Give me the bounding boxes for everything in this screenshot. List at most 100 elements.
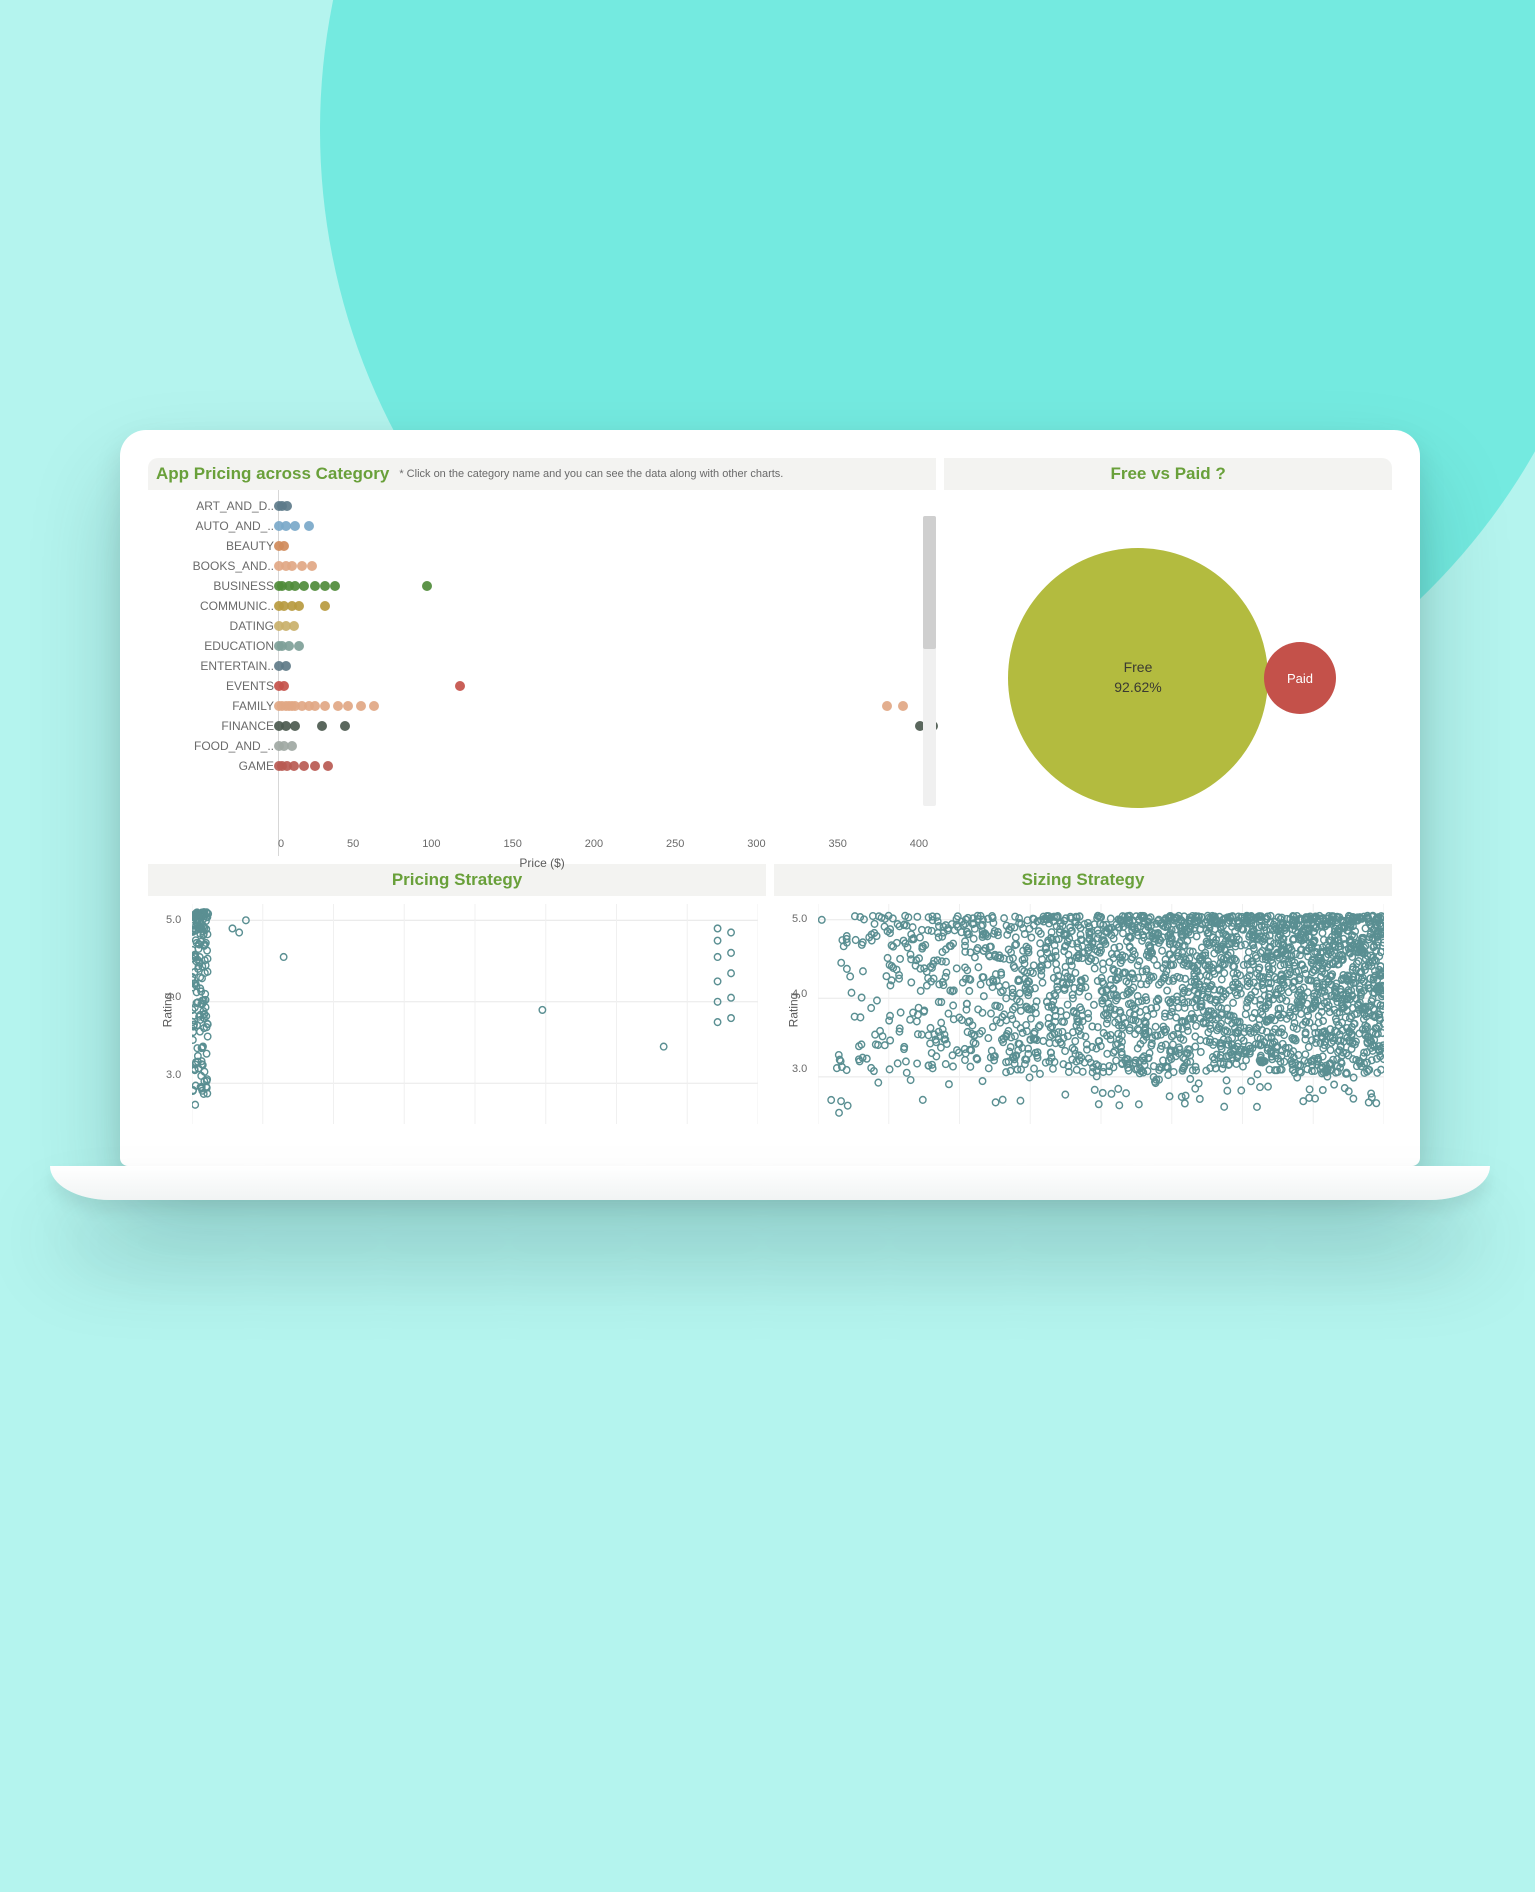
data-point bbox=[858, 994, 864, 1001]
panel-title: Pricing Strategy bbox=[148, 864, 766, 896]
x-tick: 200 bbox=[585, 838, 603, 850]
category-label[interactable]: BEAUTY bbox=[148, 536, 274, 556]
data-point bbox=[310, 581, 320, 591]
category-label[interactable]: FINANCE bbox=[148, 716, 274, 736]
data-point bbox=[1091, 1001, 1097, 1008]
data-point bbox=[1012, 913, 1018, 920]
data-point bbox=[728, 994, 734, 1001]
data-point bbox=[1053, 953, 1059, 960]
data-point bbox=[1017, 1097, 1023, 1104]
data-point bbox=[927, 1025, 933, 1032]
data-point bbox=[871, 921, 877, 928]
category-label[interactable]: DATING bbox=[148, 616, 274, 636]
panel-header: App Pricing across Category * Click on t… bbox=[148, 458, 936, 490]
data-point bbox=[1221, 1103, 1227, 1110]
data-point bbox=[1072, 1038, 1078, 1045]
data-point bbox=[1039, 979, 1045, 986]
data-point bbox=[943, 969, 949, 976]
data-point bbox=[1192, 1085, 1198, 1092]
category-label[interactable]: ENTERTAIN.. bbox=[148, 656, 274, 676]
scrollbar-thumb[interactable] bbox=[923, 516, 936, 649]
data-point bbox=[1136, 1101, 1142, 1108]
data-point bbox=[1033, 1010, 1039, 1017]
data-point bbox=[1037, 1071, 1043, 1078]
y-tick: 3.0 bbox=[792, 1063, 807, 1075]
data-point bbox=[1089, 1069, 1095, 1076]
data-point bbox=[1298, 1011, 1304, 1018]
data-point bbox=[1123, 1090, 1129, 1097]
data-point bbox=[1062, 1048, 1068, 1055]
data-point bbox=[1159, 947, 1165, 954]
data-point bbox=[728, 929, 734, 936]
data-point bbox=[949, 1052, 955, 1059]
data-point bbox=[281, 521, 291, 531]
data-point bbox=[1028, 934, 1034, 941]
x-tick: 400 bbox=[910, 838, 928, 850]
data-point bbox=[938, 1019, 944, 1026]
data-point bbox=[1223, 1077, 1229, 1084]
pie-slice-free[interactable] bbox=[1008, 548, 1268, 808]
data-point bbox=[310, 761, 320, 771]
data-point bbox=[962, 1057, 968, 1064]
data-point bbox=[281, 721, 291, 731]
data-point bbox=[1092, 957, 1098, 964]
data-point bbox=[714, 937, 720, 944]
data-point bbox=[1013, 934, 1019, 941]
data-point bbox=[1031, 962, 1037, 969]
pie-label-paid: Paid bbox=[1287, 671, 1313, 686]
data-point bbox=[852, 937, 858, 944]
data-point bbox=[1113, 1057, 1119, 1064]
data-point bbox=[340, 721, 350, 731]
category-label[interactable]: AUTO_AND_.. bbox=[148, 516, 274, 536]
data-point bbox=[284, 641, 294, 651]
data-point bbox=[299, 761, 309, 771]
laptop-base bbox=[50, 1166, 1490, 1200]
data-point bbox=[914, 1018, 920, 1025]
data-point bbox=[1260, 986, 1266, 993]
category-label[interactable]: BOOKS_AND.. bbox=[148, 556, 274, 576]
category-label[interactable]: EDUCATION bbox=[148, 636, 274, 656]
category-label[interactable]: FOOD_AND_.. bbox=[148, 736, 274, 756]
category-labels[interactable]: ART_AND_D..AUTO_AND_..BEAUTYBOOKS_AND..B… bbox=[148, 490, 278, 856]
x-axis-label: Price ($) bbox=[519, 856, 564, 870]
data-point bbox=[884, 955, 890, 962]
data-point bbox=[1350, 1074, 1356, 1081]
data-point bbox=[330, 581, 340, 591]
scrollbar[interactable] bbox=[923, 516, 936, 806]
data-point bbox=[1265, 1083, 1271, 1090]
category-label[interactable]: EVENTS bbox=[148, 676, 274, 696]
data-point bbox=[304, 521, 314, 531]
data-point bbox=[1185, 999, 1191, 1006]
data-point bbox=[728, 1015, 734, 1022]
data-point bbox=[1248, 1078, 1254, 1085]
data-point bbox=[1331, 1081, 1337, 1088]
x-tick: 50 bbox=[347, 838, 359, 850]
data-point bbox=[942, 1061, 948, 1068]
data-point bbox=[660, 1043, 666, 1050]
data-point bbox=[1243, 1057, 1249, 1064]
category-label[interactable]: GAME bbox=[148, 756, 274, 776]
data-point bbox=[1182, 1100, 1188, 1107]
panel-title: Sizing Strategy bbox=[774, 864, 1392, 896]
category-label[interactable]: COMMUNIC.. bbox=[148, 596, 274, 616]
data-point bbox=[988, 1010, 994, 1017]
category-label[interactable]: BUSINESS bbox=[148, 576, 274, 596]
data-point bbox=[914, 1060, 920, 1067]
category-label[interactable]: FAMILY bbox=[148, 696, 274, 716]
data-point bbox=[966, 988, 972, 995]
category-label[interactable]: ART_AND_D.. bbox=[148, 496, 274, 516]
data-point bbox=[728, 950, 734, 957]
data-point bbox=[1224, 1087, 1230, 1094]
data-point bbox=[1152, 1023, 1158, 1030]
x-tick: 300 bbox=[747, 838, 765, 850]
data-point bbox=[1050, 1065, 1056, 1072]
data-point bbox=[924, 982, 930, 989]
pie-chart: Free92.62%Paid bbox=[944, 490, 1392, 856]
y-tick: 4.0 bbox=[166, 991, 181, 1003]
data-point bbox=[1080, 1068, 1086, 1075]
data-point bbox=[307, 561, 317, 571]
panel-title: Free vs Paid ? bbox=[944, 458, 1392, 490]
data-point bbox=[938, 1044, 944, 1051]
data-point bbox=[289, 621, 299, 631]
data-point bbox=[990, 1024, 996, 1031]
